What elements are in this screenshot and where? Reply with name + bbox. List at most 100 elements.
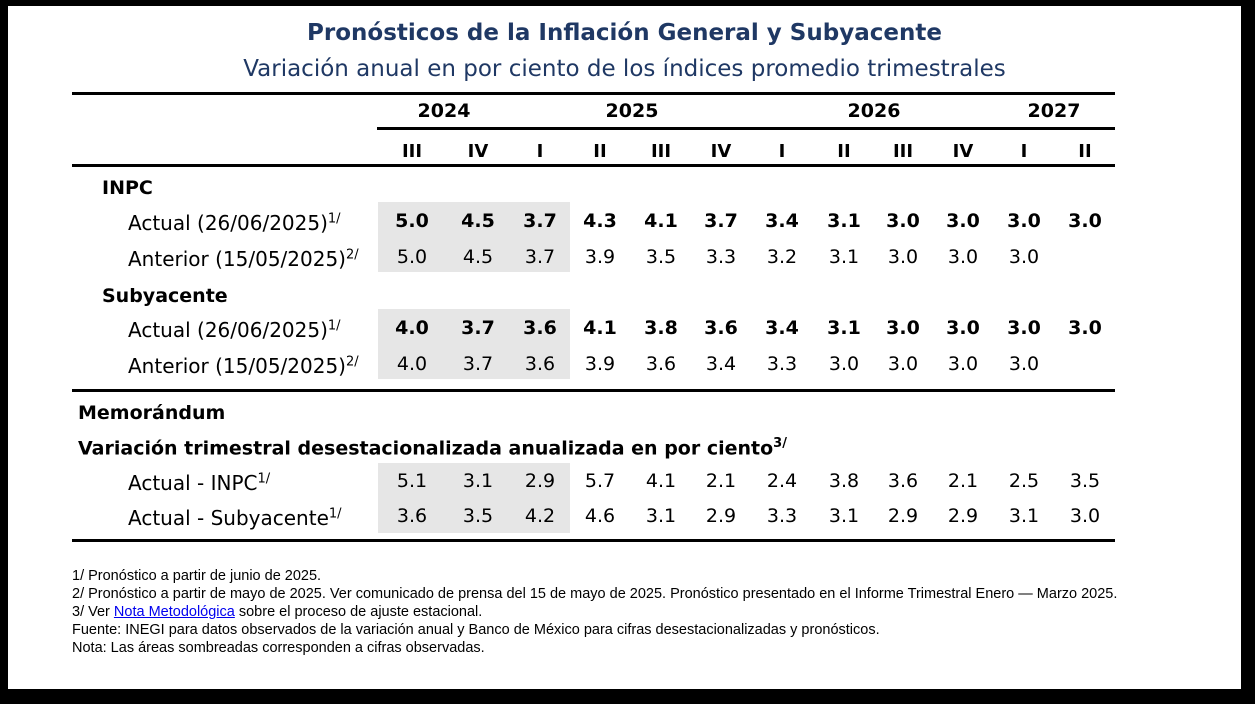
table-cell: 3.8 (828, 470, 860, 492)
table-cell: 4.1 (583, 317, 617, 339)
table-cell: 3.3 (705, 246, 737, 268)
table-cell: 3.1 (645, 505, 677, 527)
table-cell: 3.0 (886, 210, 920, 232)
mid-rule (72, 389, 1115, 392)
table-cell: 3.0 (1068, 210, 1102, 232)
table-cell: 3.1 (828, 505, 860, 527)
year-2026: 2026 (847, 100, 901, 122)
row-label-inpc-actual: Actual (26/06/2025)1/ (128, 211, 341, 235)
table-cell: 3.0 (947, 246, 979, 268)
table-cell: 3.7 (461, 317, 495, 339)
table-cell: 3.0 (1007, 317, 1041, 339)
table-cell: 3.7 (462, 353, 494, 375)
table-cell: 2.5 (1008, 470, 1040, 492)
header-rule (72, 164, 1115, 167)
table-cell: 3.6 (396, 505, 428, 527)
row-label-memo-inpc: Actual - INPC1/ (128, 471, 271, 495)
table-cell: 3.4 (705, 353, 737, 375)
year-2027: 2027 (1027, 100, 1081, 122)
quarter-header: III (401, 141, 423, 162)
quarter-header: III (650, 141, 672, 162)
nota-note: Nota: Las áreas sombreadas corresponden … (72, 640, 485, 656)
section-variacion-label: Variación trimestral desestacionalizada … (78, 437, 774, 460)
table-cell: 2.9 (524, 470, 556, 492)
table-cell: 3.0 (886, 317, 920, 339)
table-cell: 5.7 (584, 470, 616, 492)
section-subyacente: Subyacente (102, 285, 228, 307)
table-cell: 3.0 (887, 246, 919, 268)
table-cell: 3.1 (827, 210, 861, 232)
table-cell: 3.5 (462, 505, 494, 527)
table-cell: 3.2 (766, 246, 798, 268)
table-cell: 3.6 (645, 353, 677, 375)
row-label-memo-sub: Actual - Subyacente1/ (128, 506, 342, 530)
table-cell: 4.1 (644, 210, 678, 232)
table-cell: 3.6 (704, 317, 738, 339)
table-cell: 3.8 (644, 317, 678, 339)
table-cell: 3.6 (887, 470, 919, 492)
table-cell: 3.0 (1007, 210, 1041, 232)
quarter-header: II (837, 141, 851, 162)
nota-metodologica-link[interactable]: Nota Metodológica (113, 604, 235, 620)
table-cell: 3.0 (828, 353, 860, 375)
footnote-1: 1/ Pronóstico a partir de junio de 2025. (72, 568, 322, 584)
footnotes: 1/ Pronóstico a partir de junio de 2025.… (72, 567, 1172, 657)
section-variacion: Variación trimestral desestacionalizada … (78, 436, 787, 459)
table-cell: 2.9 (947, 505, 979, 527)
table-cell: 3.7 (524, 246, 556, 268)
table-cell: 3.5 (1069, 470, 1101, 492)
row-label-sub-anterior: Anterior (15/05/2025)2/ (128, 354, 359, 378)
table-cell: 3.0 (887, 353, 919, 375)
table-cell: 4.6 (584, 505, 616, 527)
fuente-note: Fuente: INEGI para datos observados de l… (72, 622, 880, 638)
observed-shade-inpc (378, 202, 570, 272)
table-cell: 2.9 (705, 505, 737, 527)
quarter-header: I (536, 141, 544, 162)
table-cell: 3.5 (645, 246, 677, 268)
section-inpc: INPC (102, 177, 153, 199)
quarter-header: I (1020, 141, 1028, 162)
quarter-header: III (892, 141, 914, 162)
table-cell: 2.4 (766, 470, 798, 492)
quarter-header: IV (952, 141, 974, 162)
page-subtitle: Variación anual en por ciento de los índ… (243, 56, 1006, 82)
table-cell: 3.0 (1008, 353, 1040, 375)
quarter-header: II (593, 141, 607, 162)
year-rule (377, 127, 1115, 130)
year-2025: 2025 (605, 100, 659, 122)
table-cell: 3.0 (1068, 317, 1102, 339)
table-cell: 4.1 (645, 470, 677, 492)
table-cell: 3.6 (524, 353, 556, 375)
table-cell: 4.2 (524, 505, 556, 527)
table-cell: 3.4 (765, 210, 799, 232)
observed-shade-subyacente (378, 309, 570, 379)
year-2024: 2024 (417, 100, 471, 122)
table-cell: 4.0 (395, 317, 429, 339)
table-cell: 3.0 (1008, 246, 1040, 268)
footnote-ref: 3/ (773, 436, 787, 451)
row-label-inpc-anterior: Anterior (15/05/2025)2/ (128, 247, 359, 271)
table-cell: 5.0 (396, 246, 428, 268)
table-cell: 5.0 (395, 210, 429, 232)
table-cell: 2.1 (947, 470, 979, 492)
page-title: Pronósticos de la Inflación General y Su… (307, 20, 942, 46)
quarter-header: IV (710, 141, 732, 162)
table-cell: 3.7 (704, 210, 738, 232)
table-cell: 3.3 (766, 505, 798, 527)
table-cell: 5.1 (396, 470, 428, 492)
observed-shade-memo (378, 463, 570, 533)
bottom-rule (72, 539, 1115, 542)
table-cell: 3.4 (765, 317, 799, 339)
table-cell: 3.6 (523, 317, 557, 339)
table-cell: 3.0 (1069, 505, 1101, 527)
quarter-header: IV (467, 141, 489, 162)
table-cell: 2.9 (887, 505, 919, 527)
top-rule (72, 92, 1115, 95)
table-cell: 3.0 (947, 353, 979, 375)
footnote-2: 2/ Pronóstico a partir de mayo de 2025. … (72, 586, 1118, 602)
table-cell: 3.7 (523, 210, 557, 232)
forecast-table-panel: Pronósticos de la Inflación General y Su… (8, 6, 1241, 689)
quarter-header: II (1078, 141, 1092, 162)
table-cell: 3.1 (1008, 505, 1040, 527)
table-cell: 3.0 (946, 210, 980, 232)
